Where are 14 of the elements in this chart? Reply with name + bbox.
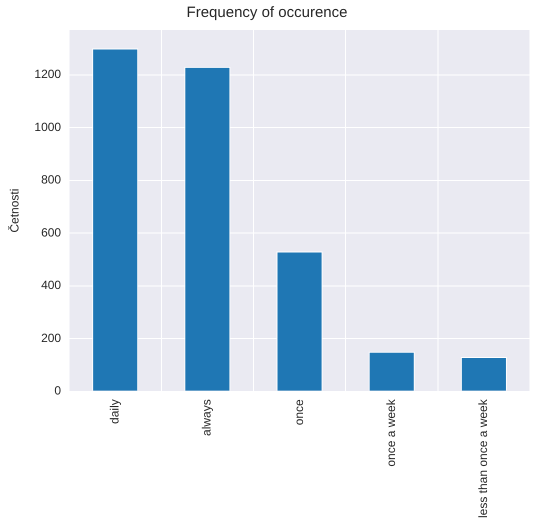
- y-tick-label: 1000: [34, 120, 62, 134]
- y-axis-title: Četnosti: [8, 188, 22, 233]
- y-tick-label: 1200: [34, 67, 62, 82]
- x-tick-label: always: [200, 399, 214, 436]
- y-tick-label: 400: [41, 278, 62, 292]
- x-tick-label: once: [292, 398, 306, 426]
- x-tick-label: daily: [108, 399, 122, 424]
- y-tick-label: 200: [41, 330, 62, 345]
- y-tick-label: 600: [41, 225, 62, 240]
- chart-title: Frequency of occurence: [186, 4, 348, 22]
- x-tick-label: once a week: [384, 398, 398, 467]
- y-tick-label: 800: [41, 172, 62, 187]
- x-tick-label: less than once a week: [476, 398, 490, 518]
- y-tick-label: 0: [54, 384, 62, 398]
